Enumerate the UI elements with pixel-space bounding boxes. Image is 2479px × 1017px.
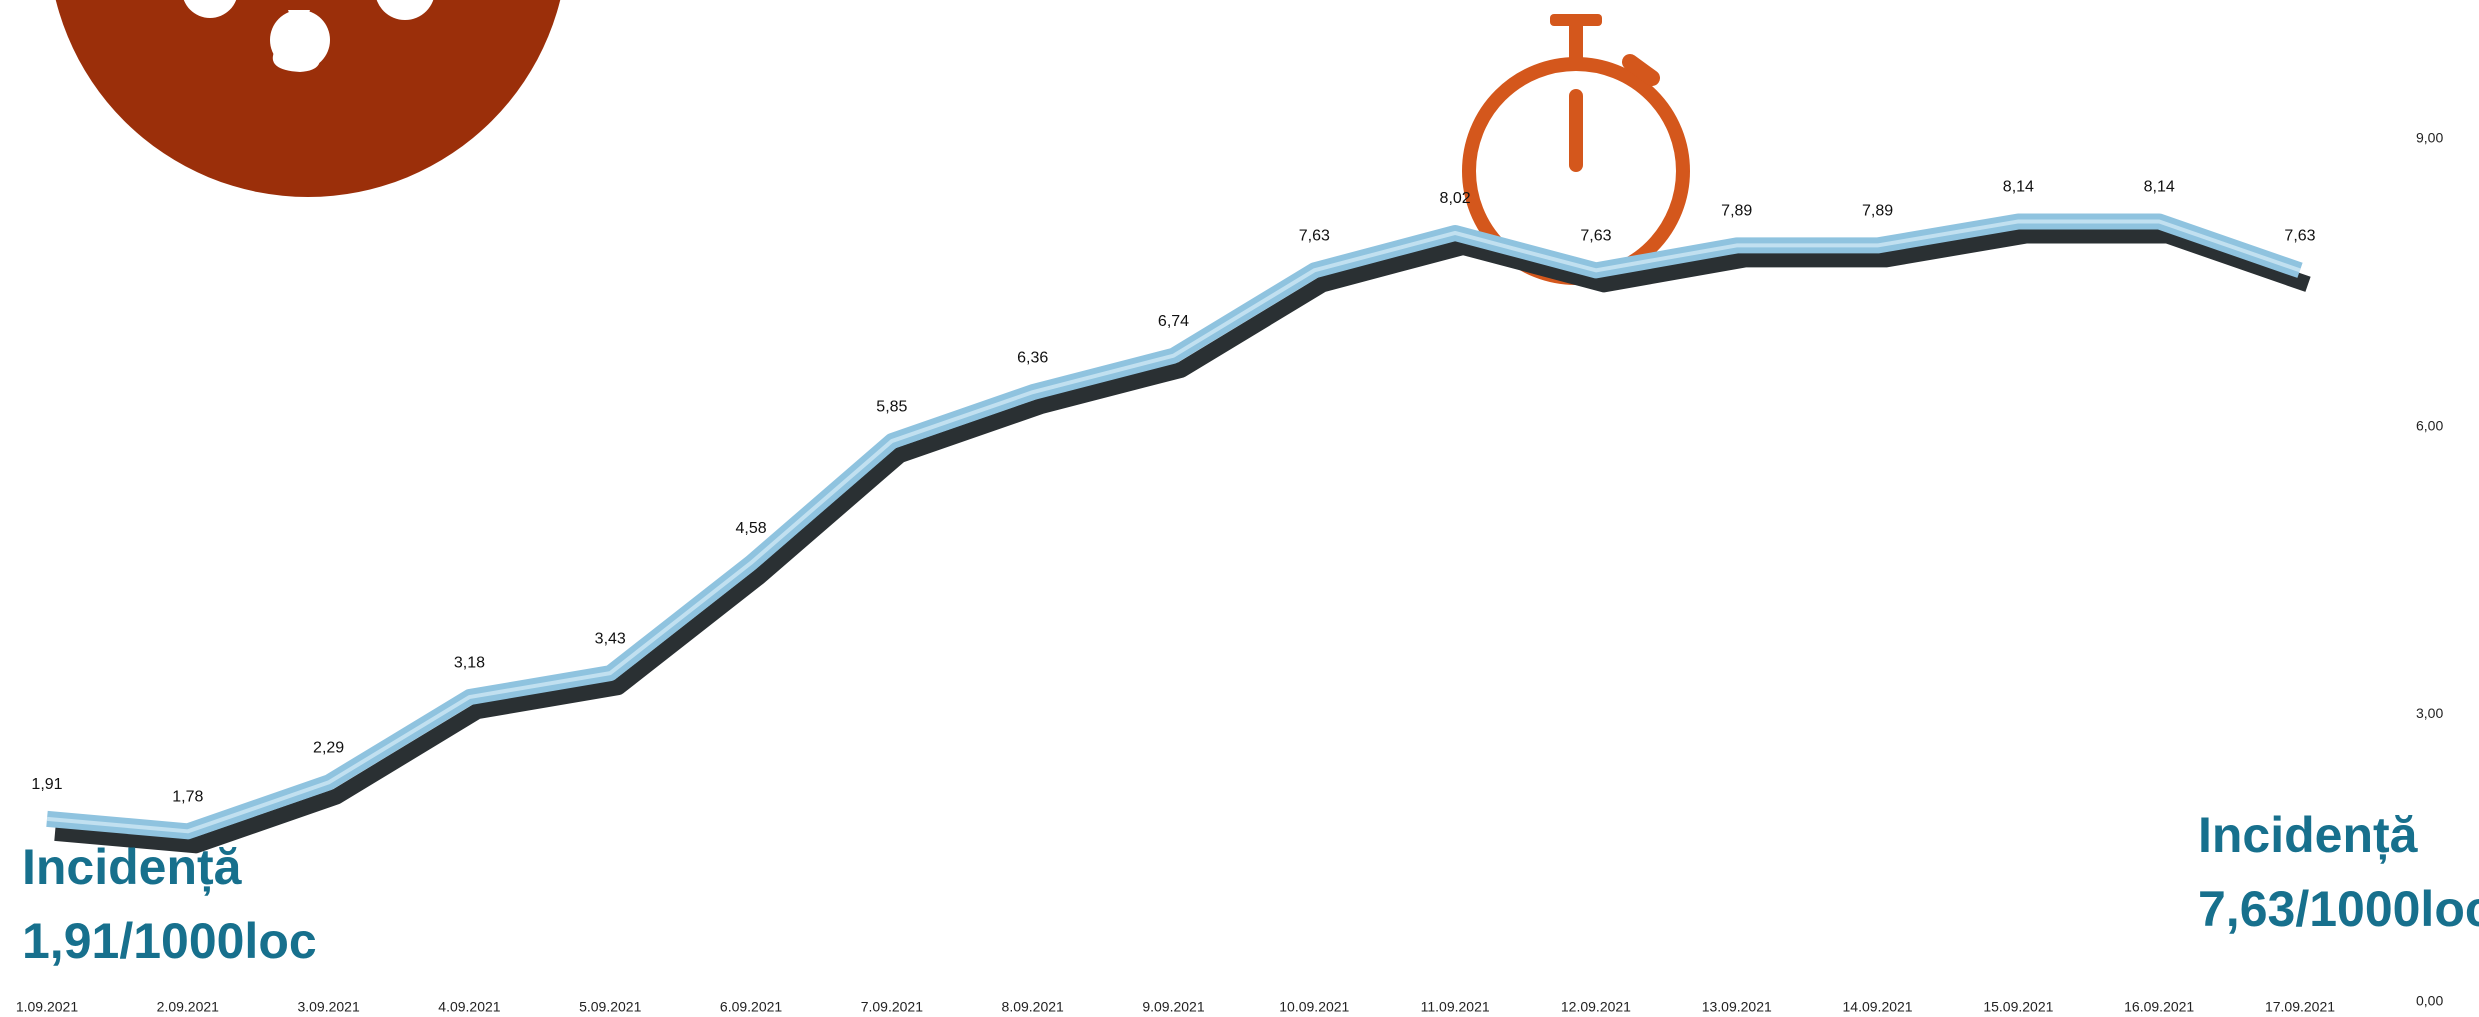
decoration [55,0,1690,285]
y-tick-label: 6,00 [2416,417,2443,433]
annotation: 1,91/1000loc [22,913,317,969]
x-tick-label: 9.09.2021 [1142,999,1204,1015]
data-label: 1,78 [172,789,203,806]
annotation: 7,63/1000loc [2198,881,2479,937]
line-shadow [54,227,2311,854]
annotation: Incidență [2198,807,2419,863]
x-tick-label: 14.09.2021 [1843,999,1913,1015]
data-label: 7,89 [1721,203,1752,220]
x-tick-label: 15.09.2021 [1983,999,2053,1015]
data-label: 8,14 [2003,179,2034,196]
data-label: 2,29 [313,740,344,757]
x-tick-label: 2.09.2021 [157,999,219,1015]
data-label: 6,74 [1158,313,1189,330]
x-tick-label: 1.09.2021 [16,999,78,1015]
line-highlight [46,219,2301,834]
data-label: 6,36 [1017,349,1048,366]
y-tick-label: 0,00 [2416,993,2443,1009]
x-tick-label: 4.09.2021 [438,999,500,1015]
data-label: 8,02 [1440,190,1471,207]
x-tick-label: 17.09.2021 [2265,999,2335,1015]
x-tick-label: 11.09.2021 [1421,999,1490,1015]
data-label: 7,63 [2284,228,2315,245]
x-tick-label: 3.09.2021 [297,999,359,1015]
data-label: 7,89 [1862,203,1893,220]
x-tick-label: 5.09.2021 [579,999,641,1015]
data-label: 1,91 [31,776,62,793]
x-tick-label: 16.09.2021 [2124,999,2194,1015]
data-label: 8,14 [2144,179,2175,196]
y-tick-label: 9,00 [2416,130,2443,146]
x-tick-label: 10.09.2021 [1279,999,1349,1015]
y-tick-label: 3,00 [2416,705,2443,721]
data-label: 7,63 [1299,228,1330,245]
data-label: 3,43 [595,630,626,647]
data-label: 4,58 [735,520,766,537]
x-tick-label: 6.09.2021 [720,999,782,1015]
data-label: 7,63 [1580,228,1611,245]
annotation: Incidență [22,839,243,895]
x-tick-label: 7.09.2021 [861,999,923,1015]
x-tick-label: 12.09.2021 [1561,999,1631,1015]
data-label: 3,18 [454,654,485,671]
x-tick-label: 8.09.2021 [1002,999,1064,1015]
data-label: 5,85 [876,398,907,415]
x-tick-label: 13.09.2021 [1702,999,1772,1015]
